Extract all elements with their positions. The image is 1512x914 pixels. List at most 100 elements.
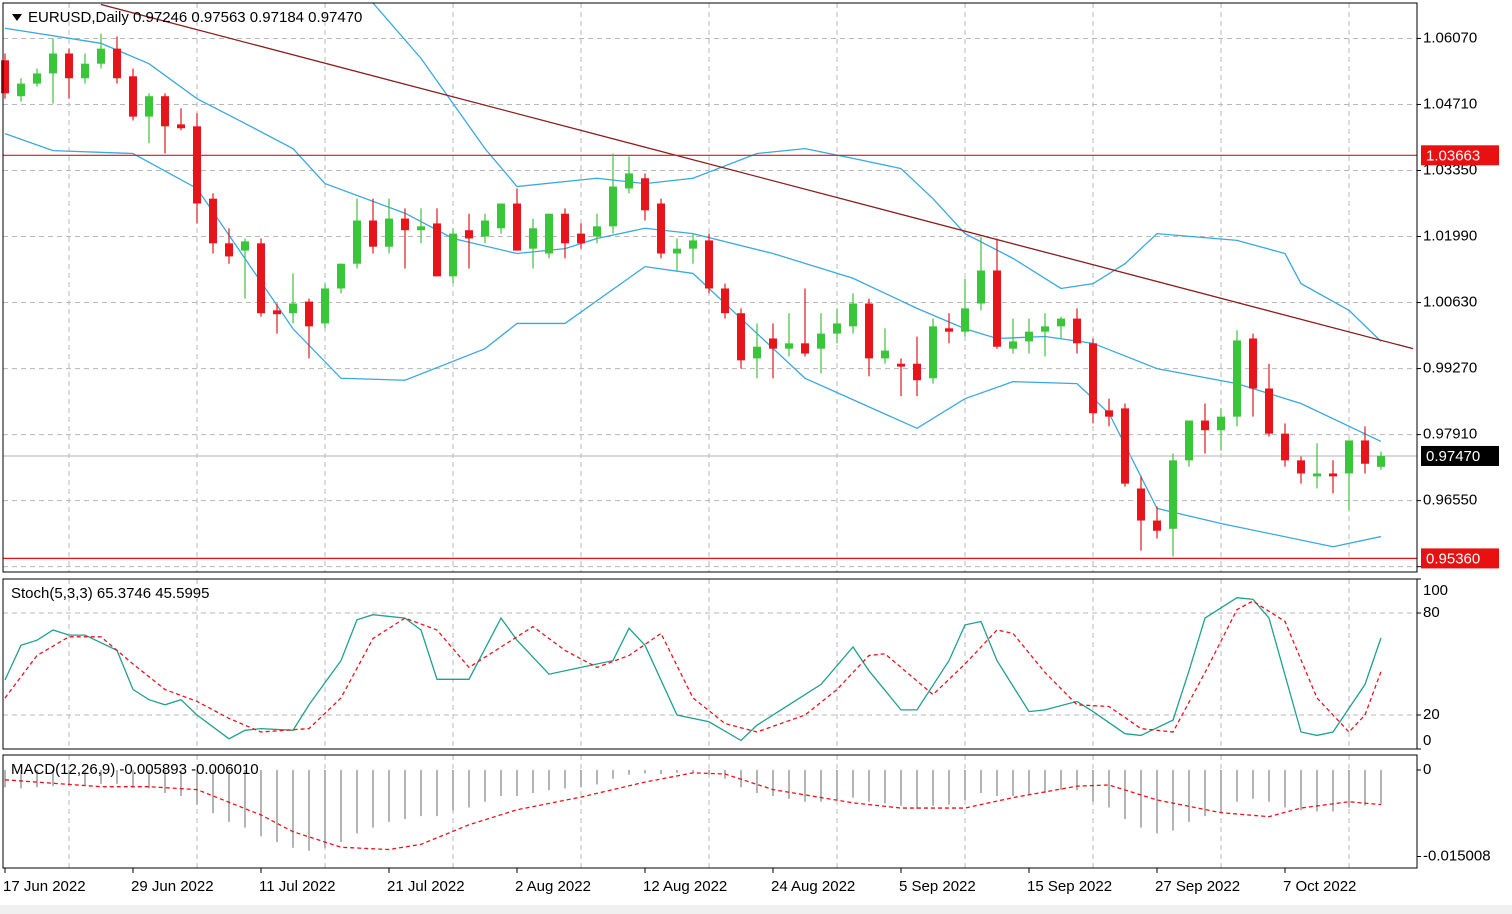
candle-body	[1249, 338, 1257, 389]
candle-body	[817, 333, 825, 349]
macd-bar	[308, 769, 310, 851]
macd-bar	[804, 769, 806, 802]
candle-body	[49, 53, 57, 74]
candle-body	[1089, 343, 1097, 414]
candle-body	[1329, 473, 1337, 477]
candle-body	[81, 63, 89, 79]
macd-bar	[980, 769, 982, 794]
macd-bar	[948, 769, 950, 805]
macd-bar	[580, 769, 582, 788]
candle-body	[913, 363, 921, 381]
candle-body	[145, 96, 153, 117]
macd-bar	[1028, 769, 1030, 795]
candle-body	[1297, 460, 1305, 474]
macd-bar	[756, 769, 758, 794]
candle-body	[881, 350, 889, 359]
price-label: 0.95360	[1426, 550, 1480, 567]
x-tick-label: 11 Jul 2022	[259, 878, 335, 895]
macd-bar	[388, 769, 390, 822]
price-label: 0.97470	[1426, 448, 1480, 465]
x-tick-label: 24 Aug 2022	[771, 878, 855, 895]
macd-bar	[1220, 769, 1222, 814]
macd-bar	[356, 769, 358, 834]
macd-bar	[836, 769, 838, 800]
macd-bar	[916, 769, 918, 810]
candle-body	[225, 243, 233, 257]
macd-bar	[628, 769, 630, 775]
macd-bar	[20, 769, 22, 789]
stoch-line	[4, 600, 1382, 733]
candle-body	[753, 346, 761, 359]
candle-body	[241, 241, 249, 251]
candle-body	[977, 270, 985, 304]
macd-bar	[84, 769, 86, 785]
macd-bar	[1316, 769, 1318, 812]
menu-triangle	[12, 14, 22, 21]
candle-body	[1169, 460, 1177, 529]
candle-body	[673, 248, 681, 254]
x-tick-label: 17 Jun 2022	[3, 878, 86, 895]
macd-bar	[900, 769, 902, 806]
candle-body	[1009, 341, 1017, 349]
panel-border	[2, 754, 1418, 869]
macd-bar	[116, 769, 118, 784]
macd-bar	[1364, 769, 1366, 806]
macd-bar	[1124, 769, 1126, 819]
candle-body	[1137, 488, 1145, 521]
candle-body	[593, 226, 601, 237]
candle-body	[97, 48, 105, 64]
price-label-box	[1421, 548, 1499, 569]
candle-body	[1233, 340, 1241, 417]
macd-bar	[596, 769, 598, 785]
candle-body	[481, 220, 489, 237]
candle-body	[497, 203, 505, 229]
candle-body	[449, 233, 457, 277]
price-label-box	[1421, 145, 1499, 166]
candle-body	[353, 220, 361, 264]
macd-bar	[1300, 769, 1302, 811]
macd-bar	[340, 769, 342, 843]
macd-bar	[1204, 769, 1206, 817]
macd-bar	[1284, 769, 1286, 808]
y-tick-label: 100	[1423, 582, 1448, 599]
macd-bar	[868, 769, 870, 802]
label-layer: EURUSD,Daily 0.97246 0.97563 0.97184 0.9…	[2, 2, 1499, 895]
indicator-line	[100, 3, 1414, 350]
signal-line	[4, 772, 1382, 851]
y-tick-label: 1.01990	[1423, 227, 1477, 244]
y-tick-label: 1.04710	[1423, 95, 1477, 112]
candle-body	[865, 303, 873, 359]
candle-body	[609, 186, 617, 227]
mark-layer	[1, 2, 1417, 851]
macd-bar	[212, 769, 214, 814]
macd-bar	[532, 769, 534, 794]
macd-bar	[132, 769, 134, 788]
candle-body	[17, 83, 25, 97]
candle-body	[1, 60, 9, 94]
candle-body	[785, 343, 793, 349]
panel-title: MACD(12,26,9) -0.005893 -0.006010	[11, 761, 259, 778]
macd-bar	[164, 769, 166, 794]
candle-body	[721, 288, 729, 314]
macd-bar	[612, 769, 614, 779]
candle-body	[1313, 473, 1321, 477]
macd-bar	[1044, 769, 1046, 794]
macd-bar	[404, 769, 406, 819]
macd-bar	[564, 769, 566, 789]
panel-title: Stoch(5,3,3) 65.3746 45.5995	[11, 585, 210, 602]
y-tick-label: 20	[1423, 706, 1440, 723]
y-tick-label: 0.97910	[1423, 426, 1477, 443]
indicator-line	[372, 2, 1382, 342]
candle-body	[1361, 440, 1369, 464]
macd-bar	[1252, 769, 1254, 799]
candle-body	[113, 48, 121, 79]
macd-bar	[68, 769, 70, 786]
macd-bar	[772, 769, 774, 796]
macd-bar	[180, 769, 182, 796]
panel-title: EURUSD,Daily 0.97246 0.97563 0.97184 0.9…	[28, 9, 362, 26]
macd-bar	[196, 769, 198, 805]
candle-body	[529, 228, 537, 249]
y-tick-label: 1.00630	[1423, 294, 1477, 311]
y-tick-label: 0	[1423, 761, 1431, 778]
macd-bar	[516, 769, 518, 796]
